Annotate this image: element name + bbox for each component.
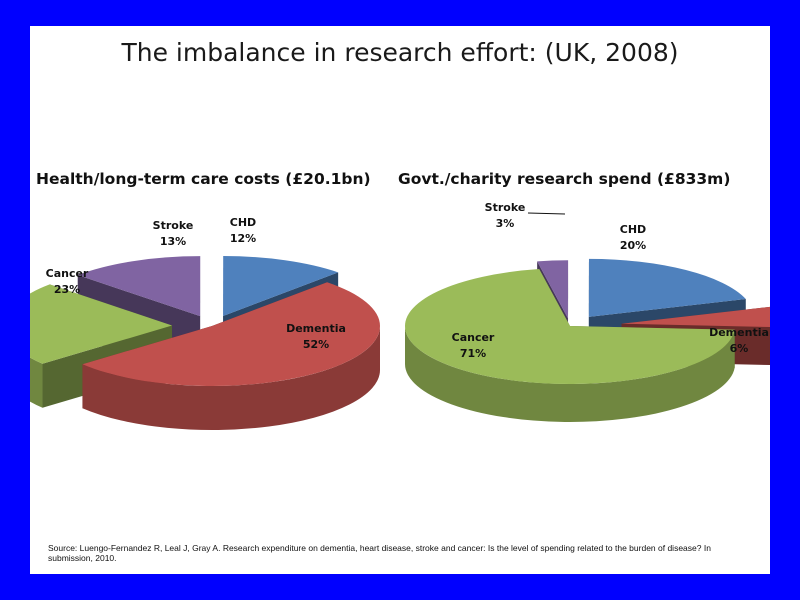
stroke-leader-line: [527, 212, 566, 215]
pie-chart-left: CHD 12% Dementia 52% Cancer 23% Stroke 13%: [30, 216, 380, 431]
label-dementia-name-right: Dementia: [709, 326, 769, 339]
label-cancer-name-left: Cancer: [46, 267, 89, 280]
label-cancer-value-left: 23%: [54, 283, 80, 296]
label-cancer-value-right: 71%: [460, 347, 486, 360]
label-dementia-value-left: 52%: [303, 338, 329, 351]
label-chd-value-left: 12%: [230, 232, 256, 245]
slide: The imbalance in research effort: (UK, 2…: [30, 26, 770, 574]
label-chd-name-left: CHD: [230, 216, 256, 229]
pie-slice-cancer-right: [405, 269, 735, 423]
pie-slice-dementia-left: [82, 282, 380, 431]
label-stroke-name-left: Stroke: [153, 219, 194, 232]
slide-title: The imbalance in research effort: (UK, 2…: [121, 38, 679, 67]
chart-title-right: Govt./charity research spend (£833m): [398, 170, 731, 188]
label-chd-value-right: 20%: [620, 239, 646, 252]
label-cancer-name-right: Cancer: [452, 331, 495, 344]
label-dementia-value-right: 6%: [730, 342, 749, 355]
label-dementia-name-left: Dementia: [286, 322, 346, 335]
pie-chart-right: CHD 20% Dementia 6% Cancer 71% Stroke 3%: [405, 201, 770, 423]
label-stroke-value-left: 13%: [160, 235, 186, 248]
label-stroke-name-right: Stroke: [485, 201, 526, 214]
label-stroke-value-right: 3%: [496, 217, 515, 230]
chart-title-left: Health/long-term care costs (£20.1bn): [36, 170, 371, 188]
label-chd-name-right: CHD: [620, 223, 646, 236]
source-citation: Source: Luengo-Fernandez R, Leal J, Gray…: [48, 543, 711, 563]
